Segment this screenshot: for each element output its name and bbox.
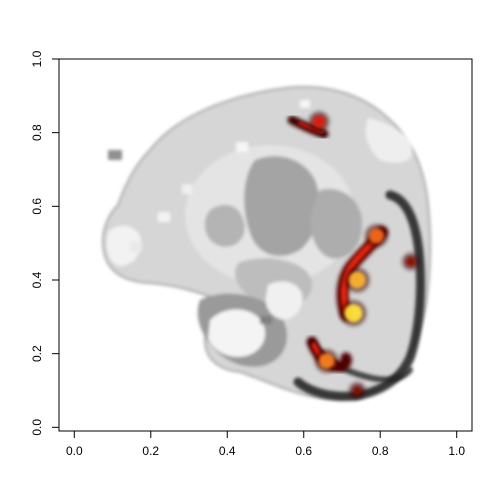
dark-tissue-region <box>244 156 320 257</box>
x-tick-label: 0.8 <box>372 444 389 458</box>
x-tick-label: 0.6 <box>295 444 312 458</box>
x-tick-label: 0.2 <box>142 444 159 458</box>
x-tick-label: 0.0 <box>66 444 83 458</box>
x-tick-label: 0.4 <box>219 444 236 458</box>
y-tick-label: 0.6 <box>30 198 44 215</box>
hotspot <box>352 385 362 395</box>
hotspot <box>348 271 366 289</box>
x-axis: 0.0 0.2 0.4 0.6 0.8 1.0 <box>66 430 465 458</box>
y-tick-label: 0.8 <box>30 124 44 141</box>
hotspot <box>318 353 335 369</box>
hotspot <box>344 304 363 323</box>
activation-overlay-layer <box>287 111 425 401</box>
y-tick-label: 0.2 <box>30 345 44 362</box>
hotspot <box>406 256 416 267</box>
y-axis: 0.0 0.2 0.4 0.6 0.8 1.0 <box>30 50 60 436</box>
x-tick-label: 1.0 <box>448 444 465 458</box>
y-tick-label: 0.4 <box>30 271 44 288</box>
contour-halo <box>293 190 425 401</box>
hotspot <box>368 228 384 244</box>
hotspot <box>312 115 326 128</box>
hotspot-layer <box>308 111 420 399</box>
y-tick-label: 0.0 <box>30 419 44 436</box>
y-tick-label: 1.0 <box>30 50 44 67</box>
